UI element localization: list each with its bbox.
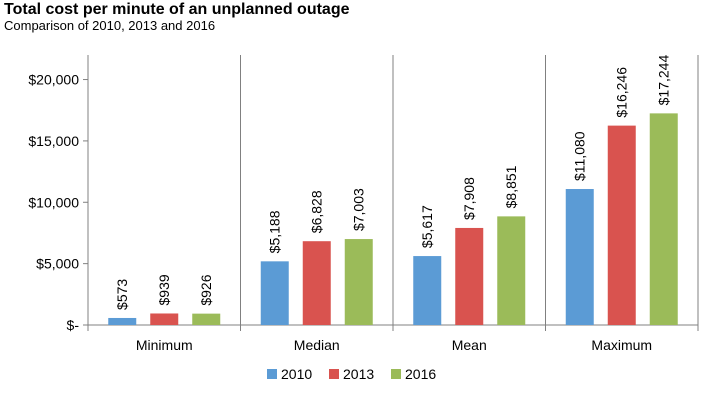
bar-2010-median (260, 261, 289, 325)
data-label: $5,617 (419, 205, 435, 248)
bar-2013-mean (455, 227, 484, 325)
legend-label-2016: 2016 (405, 366, 436, 382)
legend-swatch-2010 (267, 369, 277, 379)
bar-2013-minimum (150, 313, 179, 325)
x-tick-label: Median (294, 337, 340, 353)
chart-title: Total cost per minute of an unplanned ou… (4, 1, 350, 18)
data-label: $5,188 (267, 210, 283, 253)
data-label: $6,828 (309, 190, 325, 233)
bar-2016-mean (497, 216, 526, 325)
data-label: $11,080 (572, 131, 588, 181)
bar-2013-maximum (607, 125, 636, 325)
data-label: $16,246 (614, 67, 630, 118)
x-tick-label: Mean (452, 337, 487, 353)
bar-2016-maximum (649, 113, 678, 326)
y-tick-label: $15,000 (28, 133, 79, 149)
bar-2010-maximum (565, 189, 594, 325)
bar-2016-median (344, 239, 373, 325)
y-tick-label: $20,000 (28, 72, 79, 88)
y-tick-label: $10,000 (28, 194, 79, 210)
data-label: $7,908 (461, 177, 477, 220)
data-label: $7,003 (351, 188, 367, 231)
data-label: $573 (114, 279, 130, 310)
x-tick-label: Maximum (591, 337, 652, 353)
data-label: $17,244 (656, 55, 672, 106)
legend-label-2013: 2013 (343, 366, 374, 382)
legend-label-2010: 2010 (281, 366, 312, 382)
y-tick-label: $5,000 (36, 256, 79, 272)
chart-subtitle: Comparison of 2010, 2013 and 2016 (4, 18, 216, 33)
data-label: $939 (156, 274, 172, 305)
x-tick-label: Minimum (136, 337, 193, 353)
bar-2013-median (302, 241, 331, 325)
bar-2010-mean (413, 256, 442, 325)
y-tick-label: $- (67, 317, 80, 333)
legend-swatch-2013 (329, 369, 339, 379)
bar-2010-minimum (108, 317, 137, 325)
bar-2016-minimum (192, 313, 221, 325)
legend-swatch-2016 (391, 369, 401, 379)
data-label: $8,851 (503, 165, 519, 208)
data-label: $926 (198, 274, 214, 305)
